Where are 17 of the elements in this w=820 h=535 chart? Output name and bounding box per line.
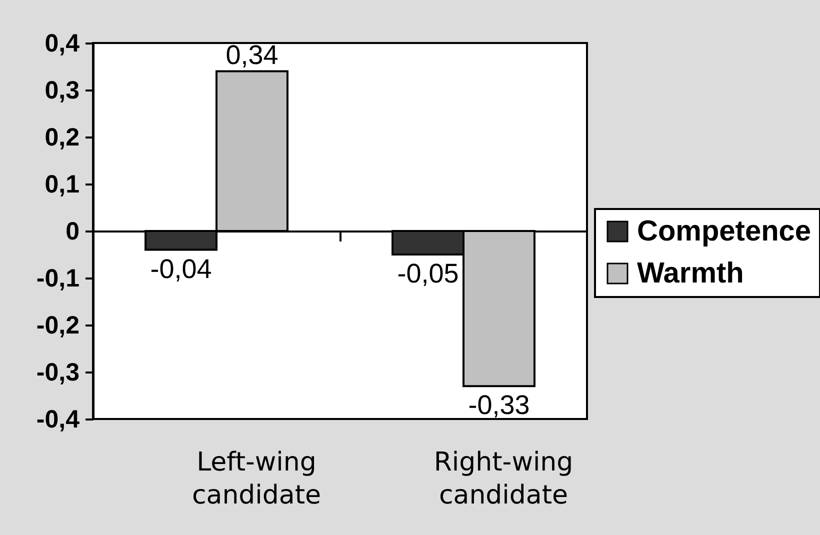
y-tick-label: 0,3: [44, 76, 80, 104]
y-tick-label: -0,3: [36, 358, 80, 386]
data-label: -0,04: [150, 254, 212, 284]
y-tick-label: 0,1: [44, 170, 80, 198]
data-label: 0,34: [226, 40, 278, 70]
x-tick-label: Left-wing candidate: [192, 448, 322, 510]
x-tick-label: Right-wing candidate: [434, 448, 574, 510]
legend-label: Warmth: [637, 258, 744, 290]
y-tick-label: -0,4: [36, 406, 80, 434]
y-tick-label: 0: [66, 218, 80, 246]
data-label: -0,33: [468, 390, 530, 420]
y-tick-label: 0,2: [44, 124, 80, 152]
y-tick-label: -0,1: [36, 264, 80, 292]
data-label: -0,05: [397, 258, 459, 288]
y-tick-label: 0,4: [44, 30, 80, 58]
y-tick-label: -0,2: [36, 312, 80, 340]
legend-label: Competence: [637, 216, 812, 248]
